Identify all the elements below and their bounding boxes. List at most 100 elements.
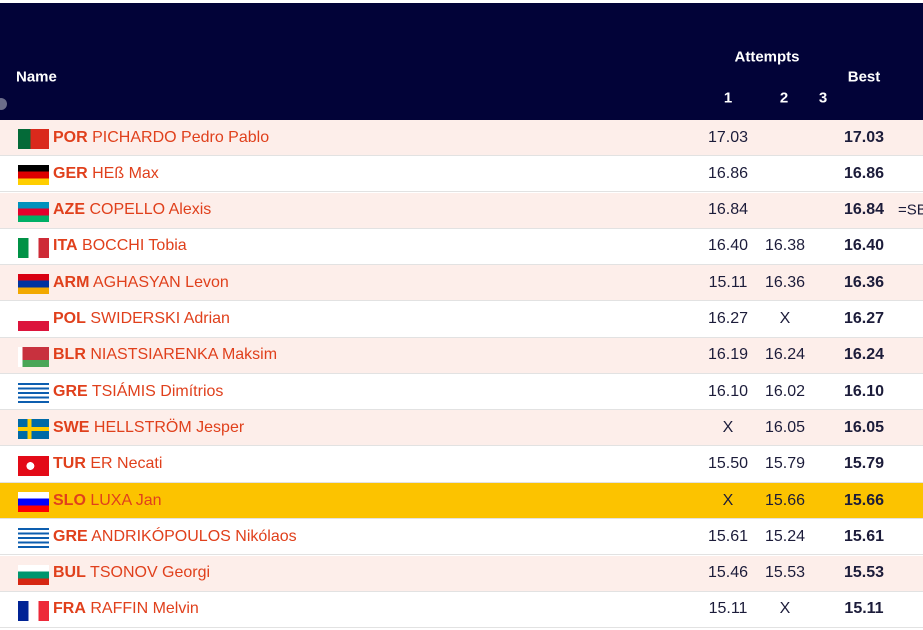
athlete-name: LUXA Jan [90,491,162,509]
attempt-1: 16.40 [707,237,749,255]
country-code: BLR NIASTSIARENKA Maksim [53,346,277,364]
attempt-1: 16.19 [707,346,749,364]
country-code: SLO [53,491,86,509]
flag [18,310,49,331]
athlete-name: RAFFIN Melvin [90,600,199,618]
best-mark: 15.53 [843,564,885,582]
attempt-1: X [722,418,734,436]
best-mark: 16.10 [843,382,885,400]
attempt-1: 15.61 [707,527,749,545]
country-code: POR PICHARDO Pedro Pablo [53,129,269,147]
attempt-2: 15.53 [764,564,806,582]
athlete-name: COPELLO Alexis [89,201,212,219]
athlete-name: ANDRIKÓPOULOS Nikólaos [91,527,297,545]
best-mark: 16.36 [843,273,885,291]
best-mark: 15.11 [844,600,884,618]
country-code: GRE ANDRIKÓPOULOS Nikólaos [53,528,297,546]
flag [18,346,49,367]
attempt-number: 1 [723,89,733,107]
flag [18,492,49,512]
athlete-name: NIASTSIARENKA Maksim [90,346,278,364]
flag [18,455,49,476]
attempt-1: 15.46 [707,564,749,582]
result-row: GRE TSIÁMIS Dimítrios 16.10 16.02 16.10 [0,374,923,411]
result-row: SLO LUXA Jan X 15.66 15.66 [0,483,923,519]
country-code: GRE [53,382,88,400]
attempt-2: 16.05 [764,418,806,436]
country-code: POR [53,128,88,146]
country-code: ARM [53,273,90,291]
attempt-1: 15.11 [708,273,748,291]
flag [18,564,49,585]
country-code: AZE COPELLO Alexis [53,201,211,219]
country-code: ITA BOCCHI Tobia [53,237,187,255]
attempt-1: 16.10 [707,382,749,400]
attempt-1: 16.86 [707,164,749,182]
name-header: Name [16,68,57,86]
attempt-1: 17.03 [707,128,749,146]
athlete-name: ER Necati [90,455,163,473]
result-row: FRA RAFFIN Melvin 15.11 X 15.11 [0,591,923,628]
flag [18,528,49,549]
attempt-2: 15.66 [764,491,806,509]
result-row: GRE ANDRIKÓPOULOS Nikólaos 15.61 15.24 15.6… [0,519,923,556]
attempt-1: X [722,491,734,509]
athlete-name: HEß Max [92,164,159,182]
attempt-2: X [779,600,791,618]
result-row: ITA BOCCHI Tobia 16.40 16.38 16.40 [0,228,923,265]
athlete-name: SWIDERSKI Adrian [90,310,230,327]
country-code: SLO LUXA Jan [53,492,162,510]
flag [18,600,49,621]
result-row: TUR ER Necati 15.50 15.79 15.79 [0,446,923,483]
best-header: Best [847,68,881,86]
flag [18,419,49,440]
flag [18,274,49,295]
result-row: POL SWIDERSKI Adrian 16.27 X 16.27 [0,301,923,338]
attempt-2: 16.36 [764,273,806,291]
attempt-number: 3 [818,89,828,107]
athlete-name: BOCCHI Tobia [82,237,187,255]
country-code: GRE [53,527,88,545]
country-code: BUL TSONOV Georgi [53,564,210,582]
athlete-name: HELLSTRÖM Jesper [93,418,245,436]
scroll-knob [0,98,7,110]
result-row: BUL TSONOV Georgi 15.46 15.53 15.53 [0,555,923,592]
best-mark: 16.86 [843,164,885,182]
flag [18,237,49,258]
result-row: GER HEß Max 16.86 16.86 [0,156,923,193]
best-mark: 16.40 [843,237,885,255]
athlete-name: AGHASYAN Levon [93,273,229,291]
best-mark: 16.84 [843,201,885,219]
country-code: POL SWIDERSKI Adrian [53,310,230,328]
attempt-2: 16.38 [764,237,806,255]
best-mark: 15.66 [843,491,885,509]
flag [18,129,49,149]
country-code: ARM AGHASYAN Levon [53,274,229,292]
country-code: GER [53,164,88,182]
attempt-2: 15.79 [764,455,806,473]
country-code: POL [53,310,86,327]
result-row: POR PICHARDO Pedro Pablo 17.03 17.03 [0,120,923,156]
best-mark: 16.27 [843,310,885,327]
flag [18,201,49,222]
record-note: =SB [898,201,923,219]
flag [18,383,49,404]
attempt-1: 16.27 [707,310,749,327]
best-mark: 15.61 [843,527,885,545]
attempt-2: 15.24 [764,527,806,545]
country-code: GER HEß Max [53,165,159,183]
result-row: AZE COPELLO Alexis 16.84 16.84 =SB [0,192,923,229]
country-code: TUR ER Necati [53,455,162,473]
table-header: Name Attempts 1 2 3 Best [0,3,923,120]
country-code: ITA [53,237,78,255]
attempt-2: X [779,310,791,327]
country-code: FRA [53,600,86,618]
attempt-2: 16.24 [764,346,806,364]
result-row: BLR NIASTSIARENKA Maksim 16.19 16.24 16.24 [0,337,923,374]
best-mark: 15.79 [843,455,885,473]
attempt-1: 16.84 [707,201,749,219]
attempt-1: 15.50 [707,455,749,473]
result-row: ARM AGHASYAN Levon 15.11 16.36 16.36 [0,265,923,302]
attempt-2: 16.02 [764,382,806,400]
